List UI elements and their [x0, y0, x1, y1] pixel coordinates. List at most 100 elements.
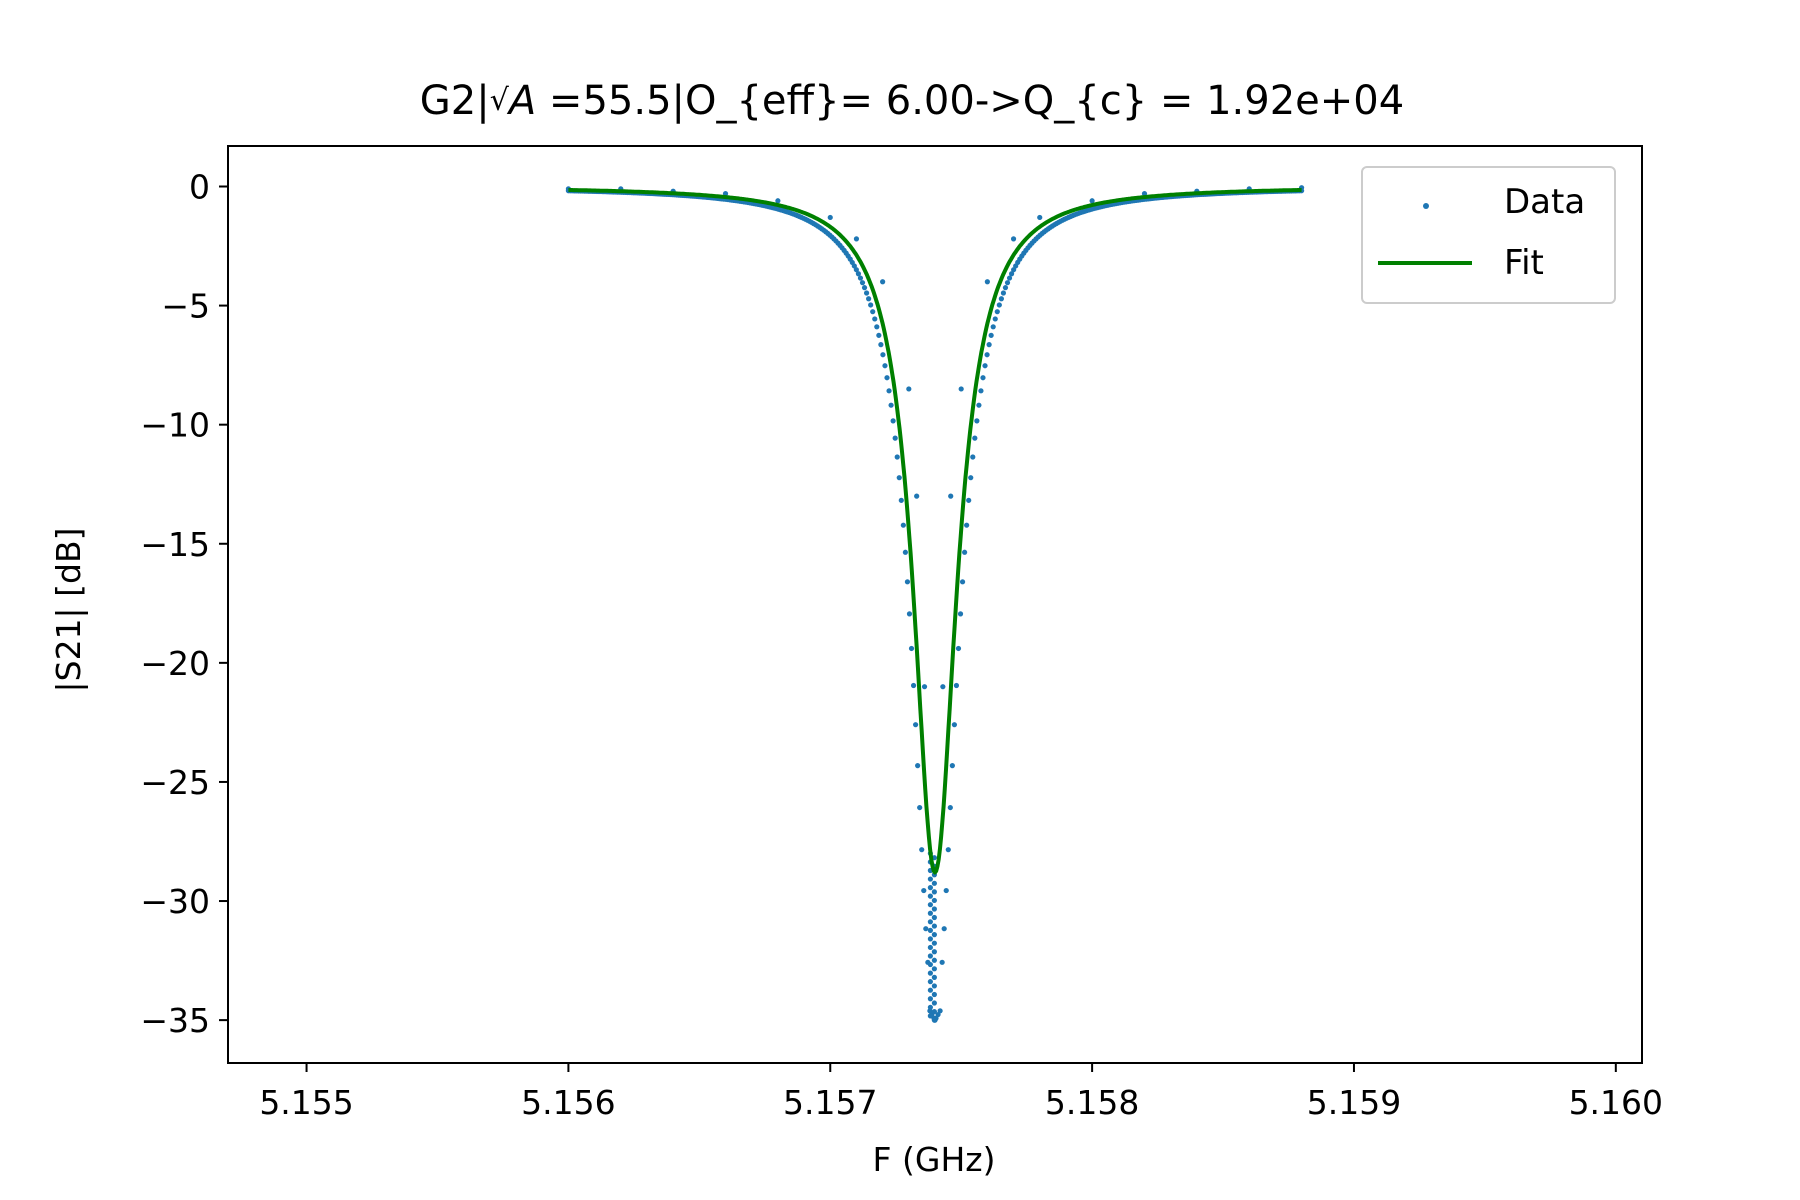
- y-tick-label: −10: [140, 406, 210, 445]
- data-point: [923, 926, 929, 932]
- y-tick-label: −20: [140, 644, 210, 683]
- data-point: [880, 352, 886, 358]
- data-point: [898, 497, 904, 503]
- y-tick-label: −25: [140, 763, 210, 802]
- data-point: [876, 332, 882, 338]
- data-point: [945, 847, 951, 853]
- data-point: [884, 375, 890, 381]
- data-point: [931, 957, 937, 963]
- y-tick-label: −30: [140, 882, 210, 921]
- data-point: [914, 493, 920, 499]
- data-point: [878, 342, 884, 348]
- data-point: [874, 324, 880, 330]
- data-point: [900, 522, 906, 528]
- data-point: [886, 388, 892, 394]
- plot-frame: [227, 145, 1643, 1064]
- data-point: [927, 961, 933, 968]
- data-point: [882, 363, 888, 369]
- data-point: [912, 722, 919, 728]
- x-tick-label: 5.159: [1307, 1083, 1401, 1122]
- data-point: [931, 880, 937, 886]
- data-point: [990, 324, 996, 330]
- plot-area: [227, 145, 1643, 1064]
- data-point: [921, 684, 928, 690]
- data-point: [906, 611, 913, 617]
- data-point: [949, 763, 955, 769]
- data-point: [894, 454, 900, 460]
- data-point: [931, 974, 937, 980]
- data-point: [968, 475, 974, 481]
- data-point: [853, 267, 859, 273]
- data-point: [1141, 191, 1148, 197]
- data-point: [868, 302, 874, 308]
- data-point: [972, 435, 978, 441]
- data-point: [953, 682, 960, 689]
- legend-fit-label: Fit: [1504, 243, 1544, 283]
- data-point: [927, 919, 933, 925]
- data-point: [1089, 198, 1095, 204]
- data-point: [927, 944, 933, 951]
- x-tick-label: 5.158: [1045, 1083, 1139, 1122]
- data-point: [915, 763, 921, 769]
- data-point: [974, 418, 980, 424]
- data-point: [998, 296, 1004, 302]
- legend-data-marker: [1423, 203, 1429, 209]
- data-point: [931, 1000, 937, 1006]
- data-point: [931, 914, 937, 921]
- data-point: [927, 902, 933, 908]
- data-point: [966, 497, 972, 503]
- data-point: [947, 804, 953, 811]
- data-point: [1008, 271, 1015, 277]
- data-point: [937, 1008, 943, 1014]
- data-point: [984, 279, 990, 285]
- data-point: [910, 682, 917, 689]
- data-point: [902, 549, 908, 555]
- data-point: [994, 309, 1000, 315]
- data-point: [1010, 236, 1017, 242]
- data-point: [940, 684, 946, 690]
- data-point: [927, 979, 933, 985]
- chart-title: G2|√A =55.5|O_{eff}= 6.00->Q_{c} = 1.92e…: [420, 78, 1404, 124]
- data-point: [927, 987, 933, 993]
- title-prefix: G2|: [420, 78, 490, 124]
- data-point: [931, 889, 937, 895]
- data-point: [927, 927, 933, 933]
- data-point: [976, 402, 982, 408]
- data-point: [931, 897, 937, 904]
- data-point: [827, 214, 833, 221]
- data-point: [978, 388, 984, 394]
- data-point: [927, 910, 933, 916]
- x-tick-label: 5.156: [521, 1083, 615, 1122]
- y-tick-label: −15: [140, 525, 210, 564]
- data-point: [1004, 280, 1011, 286]
- data-point: [931, 949, 937, 955]
- legend: Data Fit: [1361, 166, 1616, 304]
- data-point: [931, 991, 937, 998]
- data-point: [853, 236, 860, 242]
- x-tick-label: 5.157: [783, 1083, 877, 1122]
- data-point: [958, 386, 964, 392]
- title-sqrt-symbol: √: [490, 83, 510, 118]
- data-point: [927, 893, 933, 899]
- data-point: [880, 279, 886, 285]
- data-point: [892, 435, 898, 441]
- legend-data-label: Data: [1504, 182, 1585, 222]
- title-suffix: =55.5|O_{eff}= 6.00->Q_{c} = 1.92e+04: [536, 78, 1404, 124]
- data-point: [861, 285, 868, 291]
- data-point: [931, 966, 937, 972]
- series-layer: [565, 185, 1305, 1023]
- data-point: [1006, 275, 1013, 281]
- y-axis-label: |S21| [dB]: [49, 528, 88, 693]
- data-point: [988, 332, 994, 338]
- data-point: [888, 402, 894, 408]
- data-point: [908, 645, 915, 652]
- data-point: [722, 191, 729, 197]
- data-point: [927, 876, 933, 882]
- fit-line: [567, 188, 1303, 875]
- data-point: [941, 926, 947, 932]
- data-point: [927, 936, 933, 942]
- ticks-layer: 5.155 5.156 5.157 5.158 5.159 5.160 0 −5 −10 −15 −…: [140, 167, 1663, 1122]
- data-point: [955, 645, 962, 652]
- data-point: [1002, 285, 1009, 291]
- data-point: [931, 983, 937, 989]
